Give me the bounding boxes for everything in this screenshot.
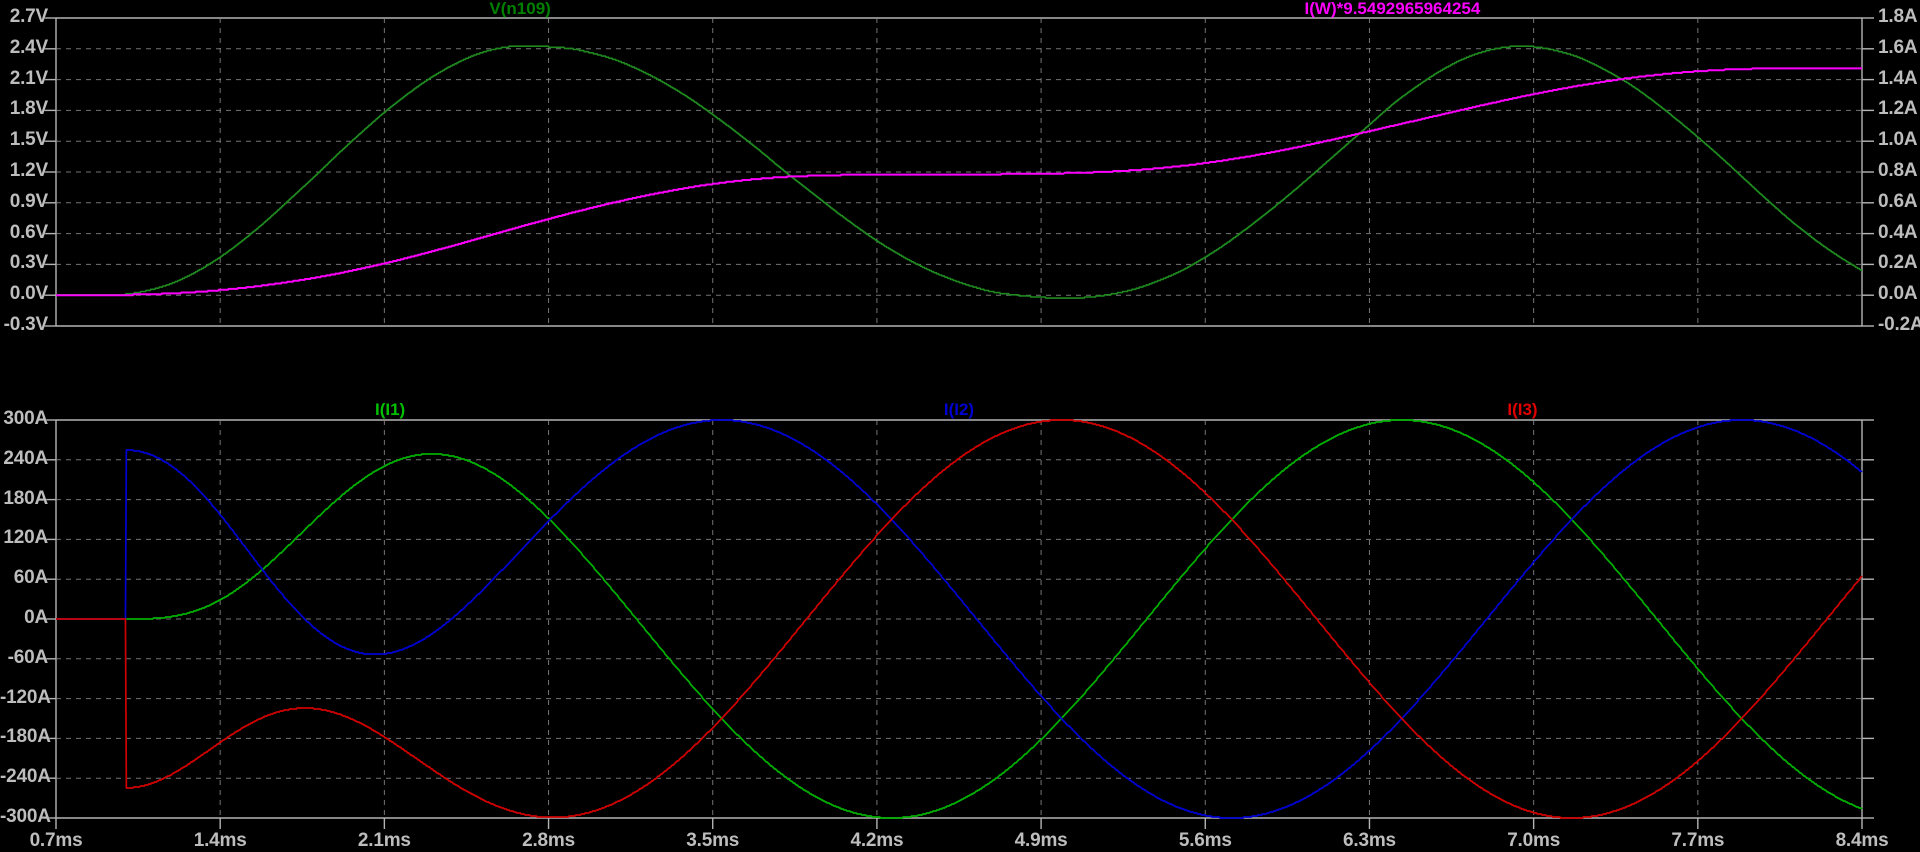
upper-ytick-right-8: 0.2A: [1878, 252, 1918, 274]
trace-I(I1): [56, 419, 1863, 819]
upper-ytick-right-7: 0.4A: [1878, 221, 1918, 243]
xtick-10: 7.7ms: [1671, 830, 1725, 851]
xtick-7: 5.6ms: [1178, 830, 1232, 851]
upper-ytick-8: 0.3V: [9, 252, 48, 274]
lower-ytick-9: -240A: [0, 766, 51, 788]
upper-ytick-right-3: 1.2A: [1878, 98, 1918, 120]
upper-ytick-0: 2.7V: [9, 6, 48, 27]
xtick-4: 3.5ms: [686, 830, 740, 851]
upper-ytick-right-0: 1.8A: [1878, 6, 1918, 27]
upper-plot-canvas[interactable]: [0, 0, 1920, 334]
lower-ytick-10: -300A: [0, 806, 51, 827]
upper-ytick-right-5: 0.8A: [1878, 160, 1918, 181]
lower-ytick-6: -60A: [7, 646, 49, 668]
upper-plot-pane[interactable]: [0, 0, 1920, 334]
xtick-3: 2.8ms: [522, 830, 575, 851]
lower-ytick-3: 120A: [3, 527, 48, 549]
lower-ytick-4: 60A: [13, 567, 48, 589]
upper-ytick-right-4: 1.0A: [1878, 129, 1918, 151]
trace-V(n109): [55, 45, 1863, 299]
trace-label-ii3[interactable]: I(I3): [1507, 400, 1538, 419]
upper-ytick-2: 2.1V: [9, 67, 48, 89]
lower-ytick-0: 300A: [3, 408, 48, 429]
upper-ytick-1: 2.4V: [9, 36, 48, 58]
lower-plot-pane[interactable]: [0, 334, 1920, 851]
trace-I(I2): [56, 419, 1863, 819]
xtick-9: 7.0ms: [1507, 830, 1561, 851]
upper-ytick-right-9: 0.0A: [1878, 283, 1918, 305]
upper-ytick-3: 1.8V: [9, 98, 48, 120]
trace-label-ii2[interactable]: I(I2): [943, 400, 975, 419]
xtick-11: 8.4ms: [1835, 830, 1889, 851]
upper-ytick-right-1: 1.6A: [1878, 36, 1918, 58]
lower-ytick-5: 0A: [24, 607, 48, 628]
upper-ytick-right-2: 1.4A: [1878, 67, 1918, 89]
trace-label-v-n109[interactable]: V(n109): [489, 0, 551, 18]
trace-label-ii1[interactable]: I(I1): [374, 400, 406, 419]
lower-ytick-7: -120A: [0, 686, 51, 708]
upper-ytick-9: 0.0V: [9, 283, 48, 305]
upper-ytick-right-10: -0.2A: [1878, 314, 1920, 335]
trace-I(I3): [56, 419, 1863, 819]
upper-ytick-right-6: 0.6A: [1878, 190, 1918, 212]
lower-ytick-1: 240A: [3, 447, 48, 469]
trace-I(W)*9.5492965964254: [55, 67, 1863, 297]
lower-ytick-2: 180A: [3, 487, 48, 509]
xtick-6: 4.9ms: [1014, 830, 1068, 851]
lower-plot-canvas[interactable]: [0, 334, 1920, 851]
upper-ytick-5: 1.2V: [9, 160, 48, 181]
xtick-2: 2.1ms: [357, 830, 411, 851]
xtick-0: 0.7ms: [29, 830, 83, 851]
xtick-8: 6.3ms: [1343, 830, 1396, 851]
xtick-1: 1.4ms: [193, 830, 247, 851]
trace-label-i-w[interactable]: I(W)*9.5492965964254: [1304, 0, 1481, 18]
xtick-5: 4.2ms: [850, 830, 904, 851]
lower-ytick-8: -180A: [0, 726, 51, 748]
upper-ytick-10: -0.3V: [3, 314, 49, 335]
upper-ytick-7: 0.6V: [9, 221, 48, 243]
upper-ytick-6: 0.9V: [9, 190, 48, 212]
upper-ytick-4: 1.5V: [9, 129, 48, 151]
